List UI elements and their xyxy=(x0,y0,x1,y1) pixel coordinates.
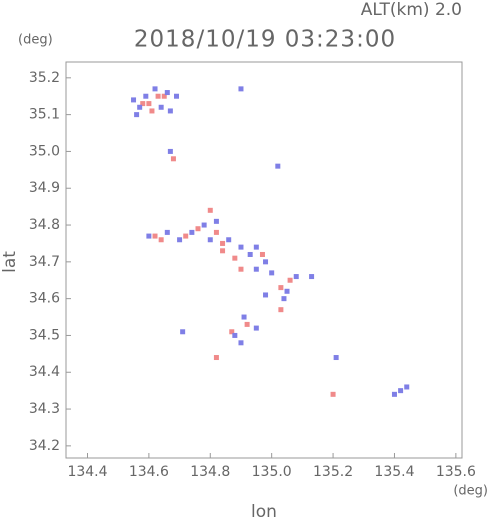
echo-cell xyxy=(238,266,244,272)
y-tick-label: 35.1 xyxy=(29,107,60,123)
echo-cell xyxy=(284,288,290,294)
plot-frame xyxy=(65,61,463,459)
echo-cell xyxy=(201,222,207,228)
x-tick-label: 135.4 xyxy=(374,464,414,480)
echo-cell xyxy=(281,296,287,302)
echo-cell xyxy=(404,384,410,390)
echo-cell xyxy=(238,244,244,250)
echo-cell xyxy=(287,277,293,283)
echo-cell xyxy=(195,226,201,232)
echo-cell xyxy=(253,244,259,250)
y-tick-label: 34.3 xyxy=(29,401,60,417)
y-axis-label: lat xyxy=(0,251,20,273)
echo-cell xyxy=(143,93,149,99)
echo-cell xyxy=(259,251,265,257)
echo-cell xyxy=(167,148,173,154)
echo-cell xyxy=(278,307,284,313)
echo-cell xyxy=(137,104,143,110)
echo-cell xyxy=(189,229,195,235)
x-tick-label: 134.4 xyxy=(67,464,107,480)
echo-cell xyxy=(161,93,167,99)
echo-cell xyxy=(155,93,161,99)
echo-cell xyxy=(152,233,158,239)
echo-cell xyxy=(253,266,259,272)
x-tick-label: 134.8 xyxy=(190,464,230,480)
echo-cell xyxy=(134,112,140,118)
echo-cell xyxy=(140,101,146,107)
echo-cell xyxy=(263,259,269,265)
x-tick-label: 135.2 xyxy=(313,464,353,480)
echo-cell xyxy=(263,292,269,298)
x-tick-label: 134.6 xyxy=(129,464,169,480)
echo-cell xyxy=(275,163,281,169)
echo-cell xyxy=(207,237,213,243)
echo-cell xyxy=(391,391,397,397)
x-tick-label: 135.6 xyxy=(436,464,476,480)
echo-cell xyxy=(232,255,238,261)
y-axis-unit: (deg) xyxy=(18,33,53,48)
echo-cell xyxy=(213,229,219,235)
echo-cell xyxy=(278,285,284,291)
y-tick-label: 34.8 xyxy=(29,217,60,233)
annotation: ALT(km) 2.0 xyxy=(361,0,462,20)
y-tick-label: 35.2 xyxy=(29,70,60,86)
echo-cell xyxy=(164,229,170,235)
echo-cell xyxy=(180,329,186,335)
echo-cell xyxy=(149,108,155,114)
echo-cell xyxy=(309,274,315,280)
echo-cell xyxy=(253,325,259,331)
echo-cell xyxy=(330,391,336,397)
echo-cell xyxy=(398,388,404,394)
chart-title: 2018/10/19 03:23:00 xyxy=(134,27,396,53)
echo-cell xyxy=(238,340,244,346)
y-tick-label: 34.5 xyxy=(29,327,60,343)
y-tick-label: 34.6 xyxy=(29,291,60,307)
echo-cell xyxy=(232,332,238,338)
echo-cell xyxy=(269,270,275,276)
x-tick-label: 135.0 xyxy=(252,464,292,480)
echo-cell xyxy=(177,237,183,243)
echo-cell xyxy=(229,329,235,335)
echo-cell xyxy=(183,233,189,239)
y-tick-label: 34.7 xyxy=(29,254,60,270)
echo-cell xyxy=(158,104,164,110)
y-tick-label: 34.2 xyxy=(29,438,60,454)
echo-cell xyxy=(213,355,219,361)
echo-cell xyxy=(146,233,152,239)
echo-cell xyxy=(247,251,253,257)
echo-cell xyxy=(174,93,180,99)
x-axis-unit: (deg) xyxy=(453,484,488,499)
echo-cell xyxy=(244,321,250,327)
echo-cell xyxy=(333,355,339,361)
echo-cell xyxy=(293,274,299,280)
echo-cell xyxy=(220,240,226,246)
echo-cell xyxy=(152,86,158,92)
echo-cell xyxy=(146,101,152,107)
x-axis-label: lon xyxy=(251,502,277,521)
echo-cell xyxy=(220,248,226,254)
echo-cell xyxy=(131,97,137,103)
echo-cell xyxy=(213,218,219,224)
y-tick-label: 35.0 xyxy=(29,143,60,159)
echo-cell xyxy=(241,314,247,320)
echo-cell xyxy=(207,207,213,213)
echo-cell xyxy=(226,237,232,243)
echo-cell xyxy=(170,156,176,162)
echo-cell xyxy=(164,90,170,96)
echo-cell xyxy=(158,237,164,243)
echo-cell xyxy=(238,86,244,92)
y-tick-label: 34.9 xyxy=(29,180,60,196)
y-tick-label: 34.4 xyxy=(29,364,60,380)
echo-cell xyxy=(167,108,173,114)
